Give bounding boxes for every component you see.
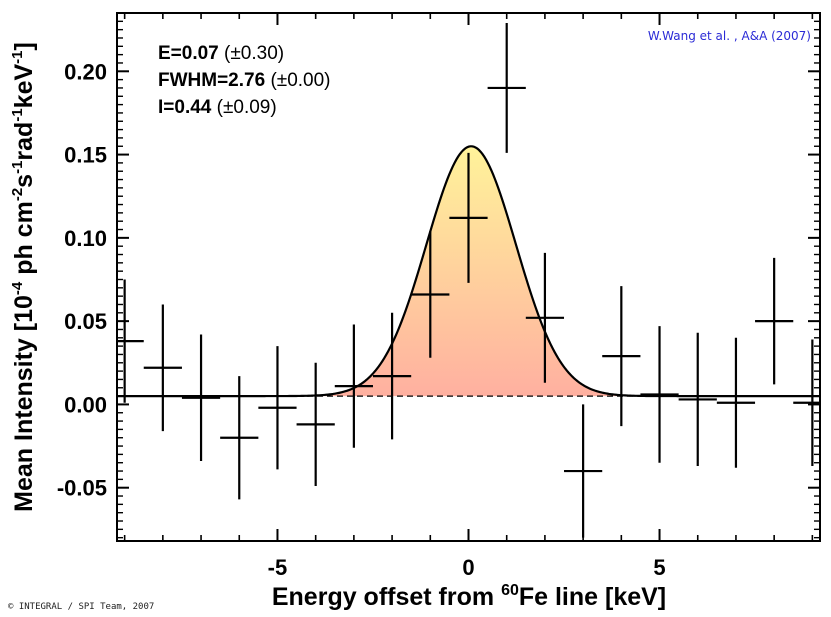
data-point bbox=[296, 362, 335, 487]
data-point bbox=[258, 346, 297, 470]
data-point bbox=[564, 404, 603, 538]
data-point bbox=[181, 334, 221, 462]
y-tick-label: 0.15 bbox=[64, 143, 107, 168]
y-axis-title: Mean Intensity [10-4 ph cm-2s-1rad-1keV-… bbox=[9, 42, 38, 512]
y-tick-label: 0.20 bbox=[64, 59, 107, 84]
data-point bbox=[143, 304, 182, 432]
param-fwhm: FWHM=2.76 (±0.00) bbox=[158, 70, 331, 91]
data-point bbox=[678, 332, 717, 467]
data-point bbox=[640, 326, 679, 463]
y-tick-label: -0.05 bbox=[57, 476, 107, 501]
credit-text: W.Wang et al. , A&A (2007) bbox=[648, 29, 811, 43]
data-point bbox=[220, 376, 259, 500]
x-tick-label: 0 bbox=[462, 555, 474, 580]
plot-area bbox=[117, 22, 820, 538]
data-point bbox=[755, 257, 794, 385]
data-point bbox=[487, 22, 526, 153]
axis-ticks bbox=[117, 13, 820, 541]
param-e: E=0.07 (±0.30) bbox=[158, 43, 284, 64]
param-i: I=0.44 (±0.09) bbox=[158, 97, 277, 118]
data-point bbox=[525, 252, 565, 383]
data-point bbox=[716, 337, 756, 468]
data-point bbox=[372, 312, 412, 440]
y-tick-labels: -0.05 0.00 0.05 0.10 0.15 0.20 bbox=[57, 59, 107, 500]
x-axis-title: Energy offset from 60Fe line [keV] bbox=[272, 582, 666, 611]
y-tick-label: 0.10 bbox=[64, 226, 107, 251]
data-point bbox=[449, 152, 488, 283]
data-point bbox=[411, 231, 450, 358]
x-tick-label: 5 bbox=[653, 555, 665, 580]
y-tick-label: 0.05 bbox=[64, 309, 107, 334]
data-point bbox=[602, 286, 641, 427]
x-tick-labels: -5 0 5 bbox=[268, 555, 666, 580]
x-tick-label: -5 bbox=[268, 555, 288, 580]
data-point bbox=[117, 279, 144, 403]
copyright-text: © INTEGRAL / SPI Team, 2007 bbox=[8, 602, 154, 612]
y-tick-label: 0.00 bbox=[64, 392, 107, 417]
gaussian-fit-curve bbox=[117, 145, 820, 398]
data-point bbox=[334, 324, 373, 448]
data-point bbox=[793, 339, 820, 467]
data-points bbox=[117, 22, 820, 538]
